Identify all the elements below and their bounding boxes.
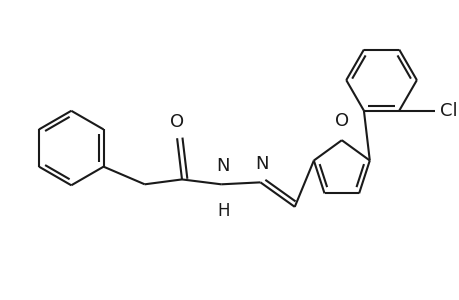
Text: N: N [255, 154, 269, 172]
Text: O: O [334, 112, 348, 130]
Text: O: O [170, 113, 184, 131]
Text: N: N [216, 157, 230, 175]
Text: Cl: Cl [439, 102, 457, 120]
Text: H: H [217, 202, 229, 220]
